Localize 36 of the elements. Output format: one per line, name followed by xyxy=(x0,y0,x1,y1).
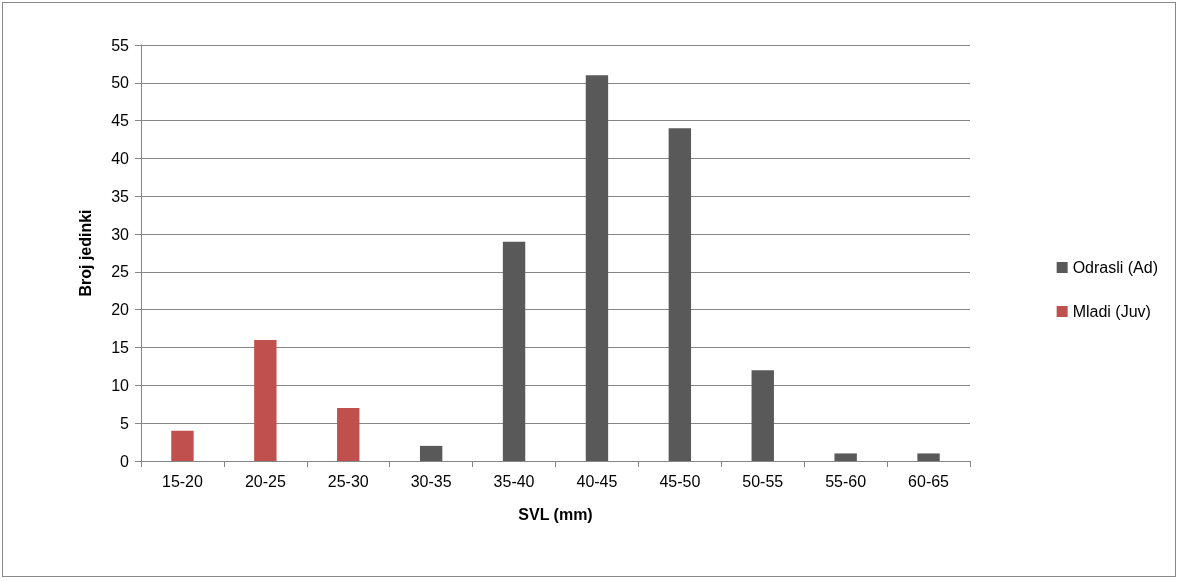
bar xyxy=(668,128,692,461)
bar xyxy=(419,445,443,461)
y-tick-label: 55 xyxy=(111,36,130,54)
y-tick-label: 5 xyxy=(120,414,130,432)
y-tick-label: 10 xyxy=(111,376,130,394)
bar xyxy=(751,370,774,461)
y-tick-label: 25 xyxy=(111,263,130,281)
legend-label: Mladi (Juv) xyxy=(1072,303,1151,320)
bar xyxy=(834,453,857,461)
legend-label: Odrasli (Ad) xyxy=(1072,259,1159,276)
x-tick-label: 45-50 xyxy=(659,472,701,490)
x-tick-label: 30-35 xyxy=(410,472,452,490)
y-tick-label: 30 xyxy=(111,225,130,243)
x-tick-label: 35-40 xyxy=(493,472,535,490)
bar xyxy=(585,75,609,461)
x-tick-label: 20-25 xyxy=(244,472,286,490)
bar xyxy=(502,241,526,461)
y-tick-label: 45 xyxy=(111,112,130,130)
x-tick-label: 15-20 xyxy=(161,472,204,490)
y-tick-label: 15 xyxy=(111,339,130,357)
x-tick-label: 40-45 xyxy=(576,472,618,490)
bar xyxy=(337,408,360,461)
bar xyxy=(917,453,940,461)
bar xyxy=(171,430,194,461)
y-tick-label: 40 xyxy=(111,149,130,167)
y-tick-label: 50 xyxy=(111,74,130,92)
y-tick-label: 35 xyxy=(111,187,130,205)
y-tick-label: 20 xyxy=(111,301,130,319)
x-tick-label: 50-55 xyxy=(742,472,784,490)
y-axis-title: Broj jedinki xyxy=(76,209,94,297)
y-tick-label: 0 xyxy=(120,452,130,470)
x-tick-label: 25-30 xyxy=(327,472,369,490)
x-tick-label: 55-60 xyxy=(825,472,867,490)
x-axis-title: SVL (mm) xyxy=(518,505,593,523)
bar xyxy=(254,339,277,461)
x-tick-label: 60-65 xyxy=(908,472,950,490)
